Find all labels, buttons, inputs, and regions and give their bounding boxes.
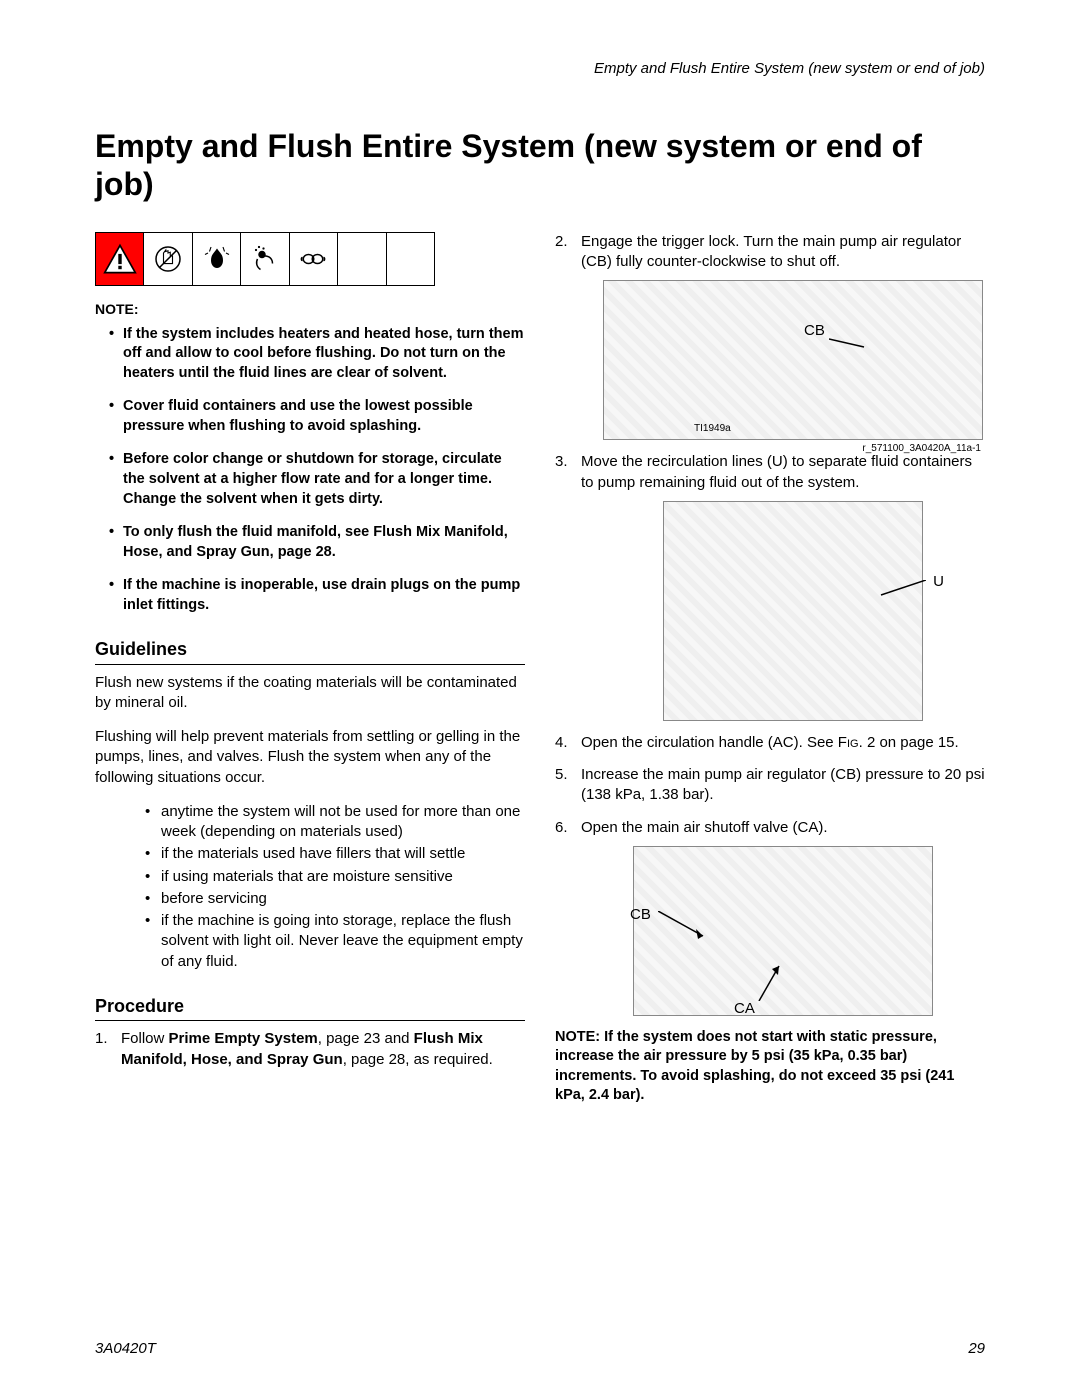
blank-cell-2 — [387, 233, 434, 285]
toxic-fumes-icon — [241, 233, 289, 285]
list-item: before servicing — [145, 889, 525, 909]
procedure-step-5: Increase the main pump air regulator (CB… — [555, 765, 985, 806]
text: , page 23 and — [318, 1030, 414, 1047]
callout-cb: CB — [804, 321, 825, 341]
footer-doc-number: 3A0420T — [95, 1340, 156, 1357]
page-title: Empty and Flush Entire System (new syste… — [95, 127, 985, 204]
procedure-step-1: Follow Prime Empty System, page 23 and F… — [95, 1029, 525, 1070]
note-label: NOTE: — [95, 300, 525, 319]
footer-page-number: 29 — [968, 1340, 985, 1357]
two-column-layout: NOTE: If the system includes heaters and… — [95, 232, 985, 1106]
text-smallcaps: ig — [847, 734, 859, 751]
list-item: anytime the system will not be used for … — [145, 802, 525, 843]
figure-placeholder: CB TI1949a — [603, 280, 983, 440]
right-column: Engage the trigger lock. Turn the main p… — [555, 232, 985, 1106]
procedure-list-right: Engage the trigger lock. Turn the main p… — [555, 232, 985, 1016]
figure-ref-ti: TI1949a — [694, 422, 731, 436]
list-item: if using materials that are moisture sen… — [145, 867, 525, 887]
figure-placeholder: U — [663, 501, 923, 721]
figure-trigger-lock: CB TI1949a r_571100_3A0420A_11a-1 — [603, 280, 985, 440]
procedure-step-2: Engage the trigger lock. Turn the main p… — [555, 232, 985, 441]
text: Open the circulation handle (AC). See F — [581, 734, 847, 751]
safety-icon-row — [95, 232, 435, 286]
procedure-step-6: Open the main air shutoff valve (CA). CB… — [555, 818, 985, 1016]
guidelines-heading: Guidelines — [95, 637, 525, 664]
guidelines-paragraph: Flush new systems if the coating materia… — [95, 673, 525, 714]
text: , page 28, as required. — [343, 1051, 493, 1068]
no-hand-icon — [144, 233, 192, 285]
running-header: Empty and Flush Entire System (new syste… — [95, 60, 985, 77]
fire-icon — [193, 233, 241, 285]
guidelines-bullet-list: anytime the system will not be used for … — [95, 802, 525, 972]
note-list: If the system includes heaters and heate… — [95, 325, 525, 616]
procedure-list-left: Follow Prime Empty System, page 23 and F… — [95, 1029, 525, 1070]
text: Engage the trigger lock. Turn the main p… — [581, 233, 961, 270]
guidelines-paragraph: Flushing will help prevent materials fro… — [95, 727, 525, 788]
procedure-step-4: Open the circulation handle (AC). See Fi… — [555, 733, 985, 753]
note-item: Cover fluid containers and use the lowes… — [109, 397, 525, 436]
callout-u: U — [933, 572, 944, 592]
callout-ca: CA — [734, 999, 755, 1019]
figure-recirculation: U — [603, 501, 985, 721]
list-item: if the materials used have fillers that … — [145, 844, 525, 864]
bottom-note: NOTE: If the system does not start with … — [555, 1028, 985, 1106]
note-item: Before color change or shutdown for stor… — [109, 450, 525, 509]
warning-triangle-icon — [96, 233, 144, 285]
note-item: If the system includes heaters and heate… — [109, 325, 525, 384]
text: Move the recirculation lines (U) to sepa… — [581, 453, 972, 490]
figure-shutoff-valve: CB CA — [603, 846, 985, 1016]
list-item: if the machine is going into storage, re… — [145, 911, 525, 972]
callout-cb: CB — [630, 905, 651, 925]
goggles-icon — [290, 233, 338, 285]
procedure-heading: Procedure — [95, 994, 525, 1021]
procedure-step-3: Move the recirculation lines (U) to sepa… — [555, 452, 985, 721]
text-bold: Prime Empty System — [169, 1030, 318, 1047]
left-column: NOTE: If the system includes heaters and… — [95, 232, 525, 1106]
note-item: To only flush the fluid manifold, see Fl… — [109, 523, 525, 562]
text: . 2 on page 15. — [859, 734, 959, 751]
blank-cell-1 — [338, 233, 386, 285]
text: Open the main air shutoff valve (CA). — [581, 819, 828, 836]
note-item: If the machine is inoperable, use drain … — [109, 576, 525, 615]
text: Follow — [121, 1030, 169, 1047]
figure-placeholder: CB CA — [633, 846, 933, 1016]
page-footer: 3A0420T 29 — [95, 1340, 985, 1357]
